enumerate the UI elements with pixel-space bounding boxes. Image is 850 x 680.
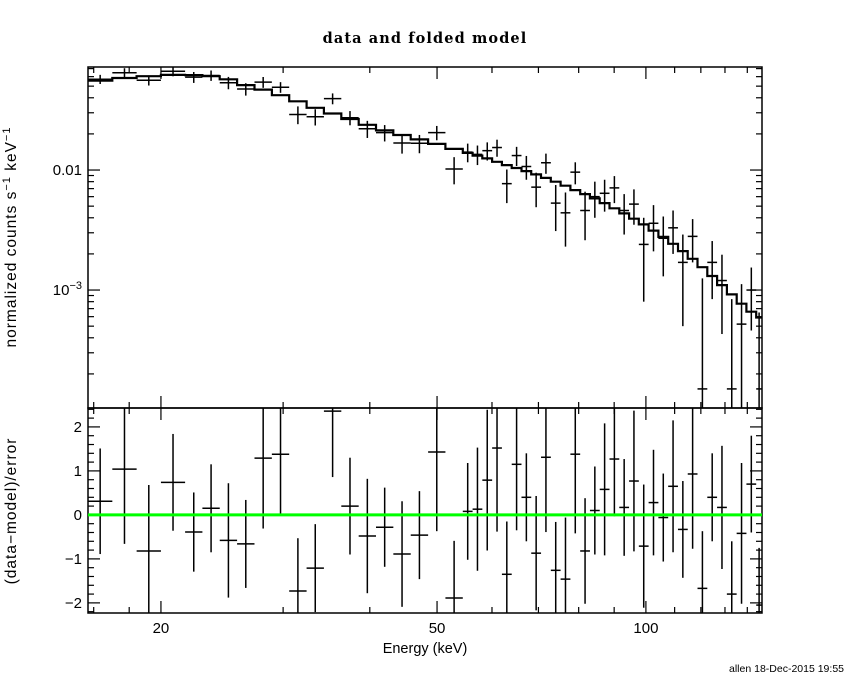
y-tick-label: −1 <box>65 551 82 568</box>
y-tick-label: −2 <box>65 595 82 612</box>
residuals-panel <box>88 408 762 613</box>
x-tick-label: 50 <box>429 620 446 637</box>
data-error-bars <box>88 67 762 408</box>
axes-and-ticks <box>87 66 763 614</box>
spectrum-y-axis-label: normalized counts s−1 keV−1 <box>1 127 20 348</box>
timestamp: allen 18-Dec-2015 19:55 <box>729 663 844 675</box>
residual-frame <box>87 407 763 614</box>
x-axis-label: Energy (keV) <box>383 641 468 657</box>
x-tick-label: 20 <box>153 620 170 637</box>
y-tick-label: 0.01 <box>53 162 82 179</box>
plot-title: data and folded model <box>323 30 528 47</box>
y-tick-label: 0 <box>74 507 82 524</box>
y-tick-label: 1 <box>74 463 82 480</box>
residual-points <box>88 408 762 613</box>
x-tick-label: 100 <box>633 620 658 637</box>
y-tick-label: 10−3 <box>53 280 82 299</box>
residual-y-axis-label: (data−model)/error <box>3 438 20 585</box>
y-tick-label: 2 <box>74 419 82 436</box>
model-step-line <box>88 73 762 319</box>
spectrum-panel <box>88 67 762 408</box>
tick-labels: 20 50 100 0.01 10−3 2 1 0 −1 −2 <box>53 162 659 637</box>
